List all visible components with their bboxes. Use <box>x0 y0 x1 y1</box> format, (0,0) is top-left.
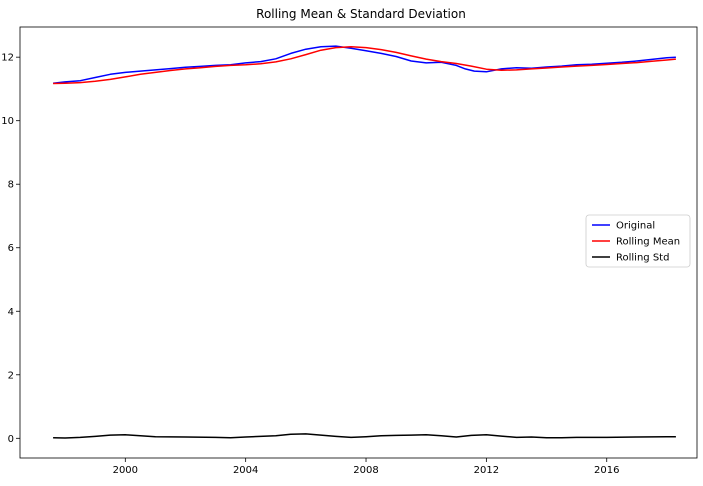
axes-frame <box>19 26 698 459</box>
x-tick-label: 2012 <box>474 465 499 476</box>
plot-area <box>53 45 676 439</box>
legend-label: Original <box>616 221 655 232</box>
y-tick-label: 10 <box>1 116 14 127</box>
series-line-rolling-mean <box>53 45 676 85</box>
legend-label: Rolling Std <box>616 253 669 264</box>
y-tick-label: 8 <box>8 180 14 191</box>
series-line-original <box>53 45 676 84</box>
x-tick-label: 2016 <box>594 465 619 476</box>
legend: Original Rolling Mean Rolling Std <box>585 214 691 268</box>
y-tick-label: 4 <box>8 307 14 318</box>
series-line-rolling-std <box>53 433 676 439</box>
legend-label: Rolling Mean <box>616 237 680 248</box>
chart-title: Rolling Mean & Standard Deviation <box>256 7 466 21</box>
x-tick-label: 2000 <box>113 465 138 476</box>
x-tick-label: 2008 <box>353 465 378 476</box>
y-tick-label: 12 <box>1 53 14 64</box>
y-tick-label: 6 <box>8 243 14 254</box>
y-tick-label: 0 <box>8 434 14 445</box>
axes: 2000 2004 2008 2012 2016 0 2 4 6 8 10 12 <box>1 26 698 476</box>
legend-box <box>585 214 691 268</box>
x-tick-label: 2004 <box>233 465 258 476</box>
y-tick-label: 2 <box>8 370 14 381</box>
